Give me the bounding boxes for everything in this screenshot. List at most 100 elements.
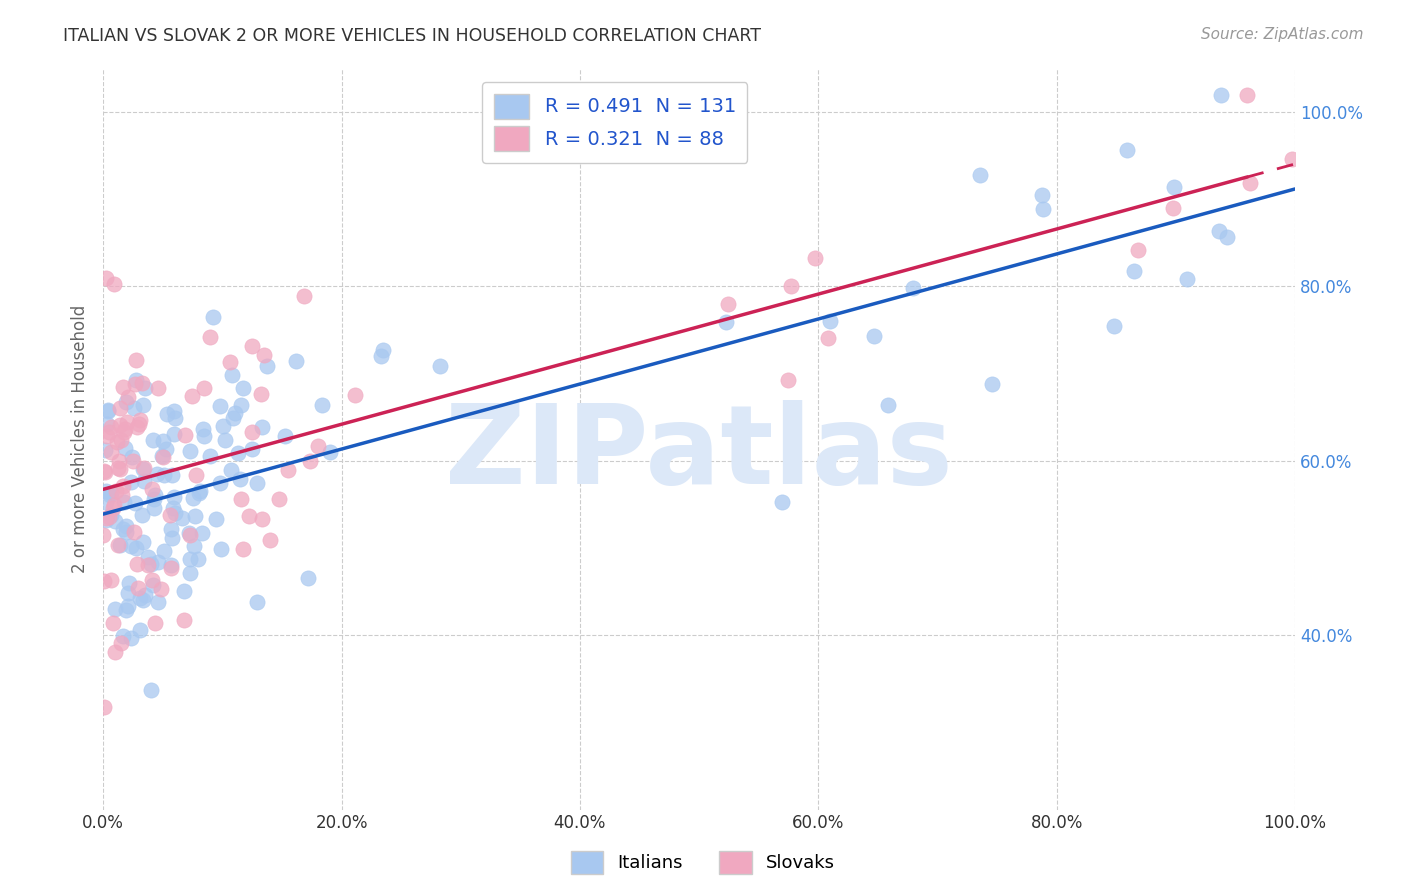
Point <box>97 509 120 524</box>
Point <box>163 411 186 425</box>
Point <box>903 281 925 295</box>
Point <box>100 508 122 523</box>
Y-axis label: 2 or more Vehicles in Household: 2 or more Vehicles in Household <box>72 305 89 574</box>
Point <box>183 539 205 553</box>
Point <box>111 522 134 536</box>
Point <box>96 417 118 432</box>
Point <box>110 461 132 475</box>
Point <box>141 482 163 496</box>
Point <box>94 483 117 498</box>
Point <box>1161 201 1184 215</box>
Point <box>125 353 148 368</box>
Point <box>181 491 204 506</box>
Point <box>104 602 127 616</box>
Point <box>107 537 129 551</box>
Point <box>198 329 221 343</box>
Point <box>159 558 181 572</box>
Point <box>193 422 215 436</box>
Point <box>132 592 155 607</box>
Point <box>209 541 232 556</box>
Point <box>150 582 173 597</box>
Point <box>115 395 138 409</box>
Point <box>222 410 245 425</box>
Point <box>93 700 115 714</box>
Point <box>104 483 127 498</box>
Point <box>117 586 139 600</box>
Point <box>134 381 156 395</box>
Point <box>115 525 138 540</box>
Text: ITALIAN VS SLOVAK 2 OR MORE VEHICLES IN HOUSEHOLD CORRELATION CHART: ITALIAN VS SLOVAK 2 OR MORE VEHICLES IN … <box>63 27 761 45</box>
Point <box>125 558 148 572</box>
Point <box>1031 188 1053 202</box>
Point <box>153 467 176 482</box>
Point <box>253 348 276 362</box>
Point <box>108 453 131 467</box>
Legend: R = 0.491  N = 131, R = 0.321  N = 88: R = 0.491 N = 131, R = 0.321 N = 88 <box>482 82 748 163</box>
Point <box>246 595 269 609</box>
Point <box>141 573 163 587</box>
Point <box>190 484 212 499</box>
Point <box>232 381 254 395</box>
Point <box>198 450 221 464</box>
Point <box>238 508 260 523</box>
Point <box>208 399 231 413</box>
Point <box>160 531 183 545</box>
Point <box>120 539 142 553</box>
Point <box>240 339 263 353</box>
Point <box>117 599 139 613</box>
Point <box>105 434 128 449</box>
Point <box>142 492 165 507</box>
Point <box>292 289 315 303</box>
Point <box>128 417 150 432</box>
Point <box>256 359 278 374</box>
Point <box>96 510 118 524</box>
Point <box>121 450 143 464</box>
Point <box>100 485 122 500</box>
Point <box>1236 87 1258 102</box>
Point <box>97 404 120 418</box>
Point <box>307 439 329 453</box>
Point <box>129 623 152 637</box>
Point <box>343 388 366 402</box>
Point <box>94 270 117 285</box>
Point <box>246 475 269 490</box>
Point <box>125 374 148 388</box>
Point <box>103 498 125 512</box>
Point <box>173 428 195 442</box>
Point <box>120 632 142 646</box>
Point <box>1116 143 1139 157</box>
Point <box>229 398 252 412</box>
Point <box>129 591 152 605</box>
Point <box>191 526 214 541</box>
Point <box>111 629 134 643</box>
Point <box>779 278 801 293</box>
Point <box>136 550 159 565</box>
Point <box>717 297 740 311</box>
Point <box>122 524 145 539</box>
Point <box>319 445 342 459</box>
Point <box>124 495 146 509</box>
Point <box>127 581 149 595</box>
Point <box>179 444 201 458</box>
Point <box>100 445 122 459</box>
Point <box>250 386 273 401</box>
Point <box>201 310 224 324</box>
Point <box>101 615 124 630</box>
Point <box>277 462 299 476</box>
Point <box>93 465 115 479</box>
Point <box>132 398 155 412</box>
Point <box>138 558 160 572</box>
Point <box>163 404 186 418</box>
Point <box>221 368 243 382</box>
Point <box>187 552 209 566</box>
Point <box>179 566 201 581</box>
Point <box>1102 318 1125 333</box>
Point <box>181 389 204 403</box>
Point <box>122 454 145 468</box>
Point <box>160 522 183 536</box>
Point <box>94 443 117 458</box>
Point <box>91 528 114 542</box>
Point <box>179 528 201 542</box>
Point <box>371 343 394 357</box>
Point <box>877 398 900 412</box>
